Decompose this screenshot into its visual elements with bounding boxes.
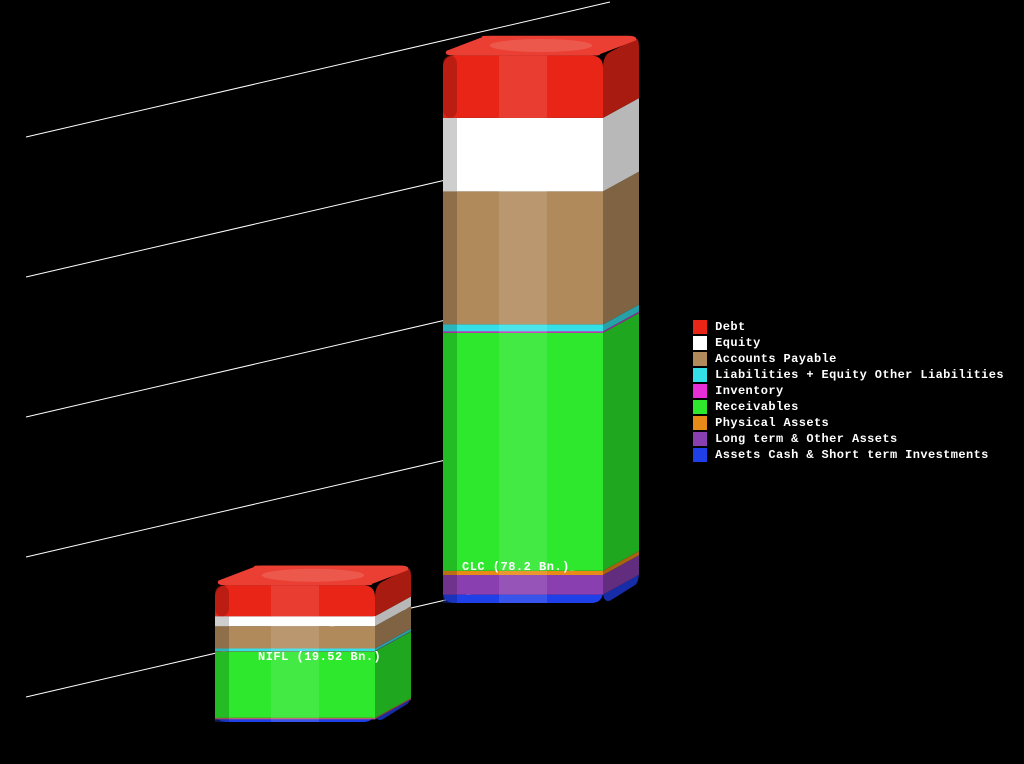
legend-item-equity: Equity <box>693 336 1004 350</box>
legend-item-physical_assets: Physical Assets <box>693 416 1004 430</box>
legend-label: Assets Cash & Short term Investments <box>715 448 989 462</box>
legend-swatch <box>693 368 707 382</box>
legend-item-cash_short_term: Assets Cash & Short term Investments <box>693 448 1004 462</box>
legend-swatch <box>693 400 707 414</box>
legend-swatch <box>693 432 707 446</box>
legend-item-receivables: Receivables <box>693 400 1004 414</box>
legend-item-liab_equity_other: Liabilities + Equity Other Liabilities <box>693 368 1004 382</box>
legend-item-accounts_payable: Accounts Payable <box>693 352 1004 366</box>
legend-swatch <box>693 416 707 430</box>
stacked-bar-3d-chart: NIFL (19.52 Bn.) CLC (78.2 Bn.) Debt Equi… <box>0 0 1024 764</box>
legend-label: Receivables <box>715 400 799 414</box>
legend-label: Accounts Payable <box>715 352 837 366</box>
legend-item-long_term_assets: Long term & Other Assets <box>693 432 1004 446</box>
legend-label: Long term & Other Assets <box>715 432 897 446</box>
legend-swatch <box>693 352 707 366</box>
legend-swatch <box>693 448 707 462</box>
legend-label: Equity <box>715 336 761 350</box>
legend-swatch <box>693 336 707 350</box>
bar-label-nifl: NIFL (19.52 Bn.) <box>258 650 381 664</box>
legend-label: Inventory <box>715 384 783 398</box>
legend-label: Physical Assets <box>715 416 829 430</box>
bar-label-clc: CLC (78.2 Bn.) <box>462 560 570 574</box>
legend-label: Liabilities + Equity Other Liabilities <box>715 368 1004 382</box>
legend-label: Debt <box>715 320 745 334</box>
legend-swatch <box>693 384 707 398</box>
legend-item-inventory: Inventory <box>693 384 1004 398</box>
legend-swatch <box>693 320 707 334</box>
legend: Debt Equity Accounts Payable Liabilities + … <box>693 320 1004 464</box>
legend-item-debt: Debt <box>693 320 1004 334</box>
